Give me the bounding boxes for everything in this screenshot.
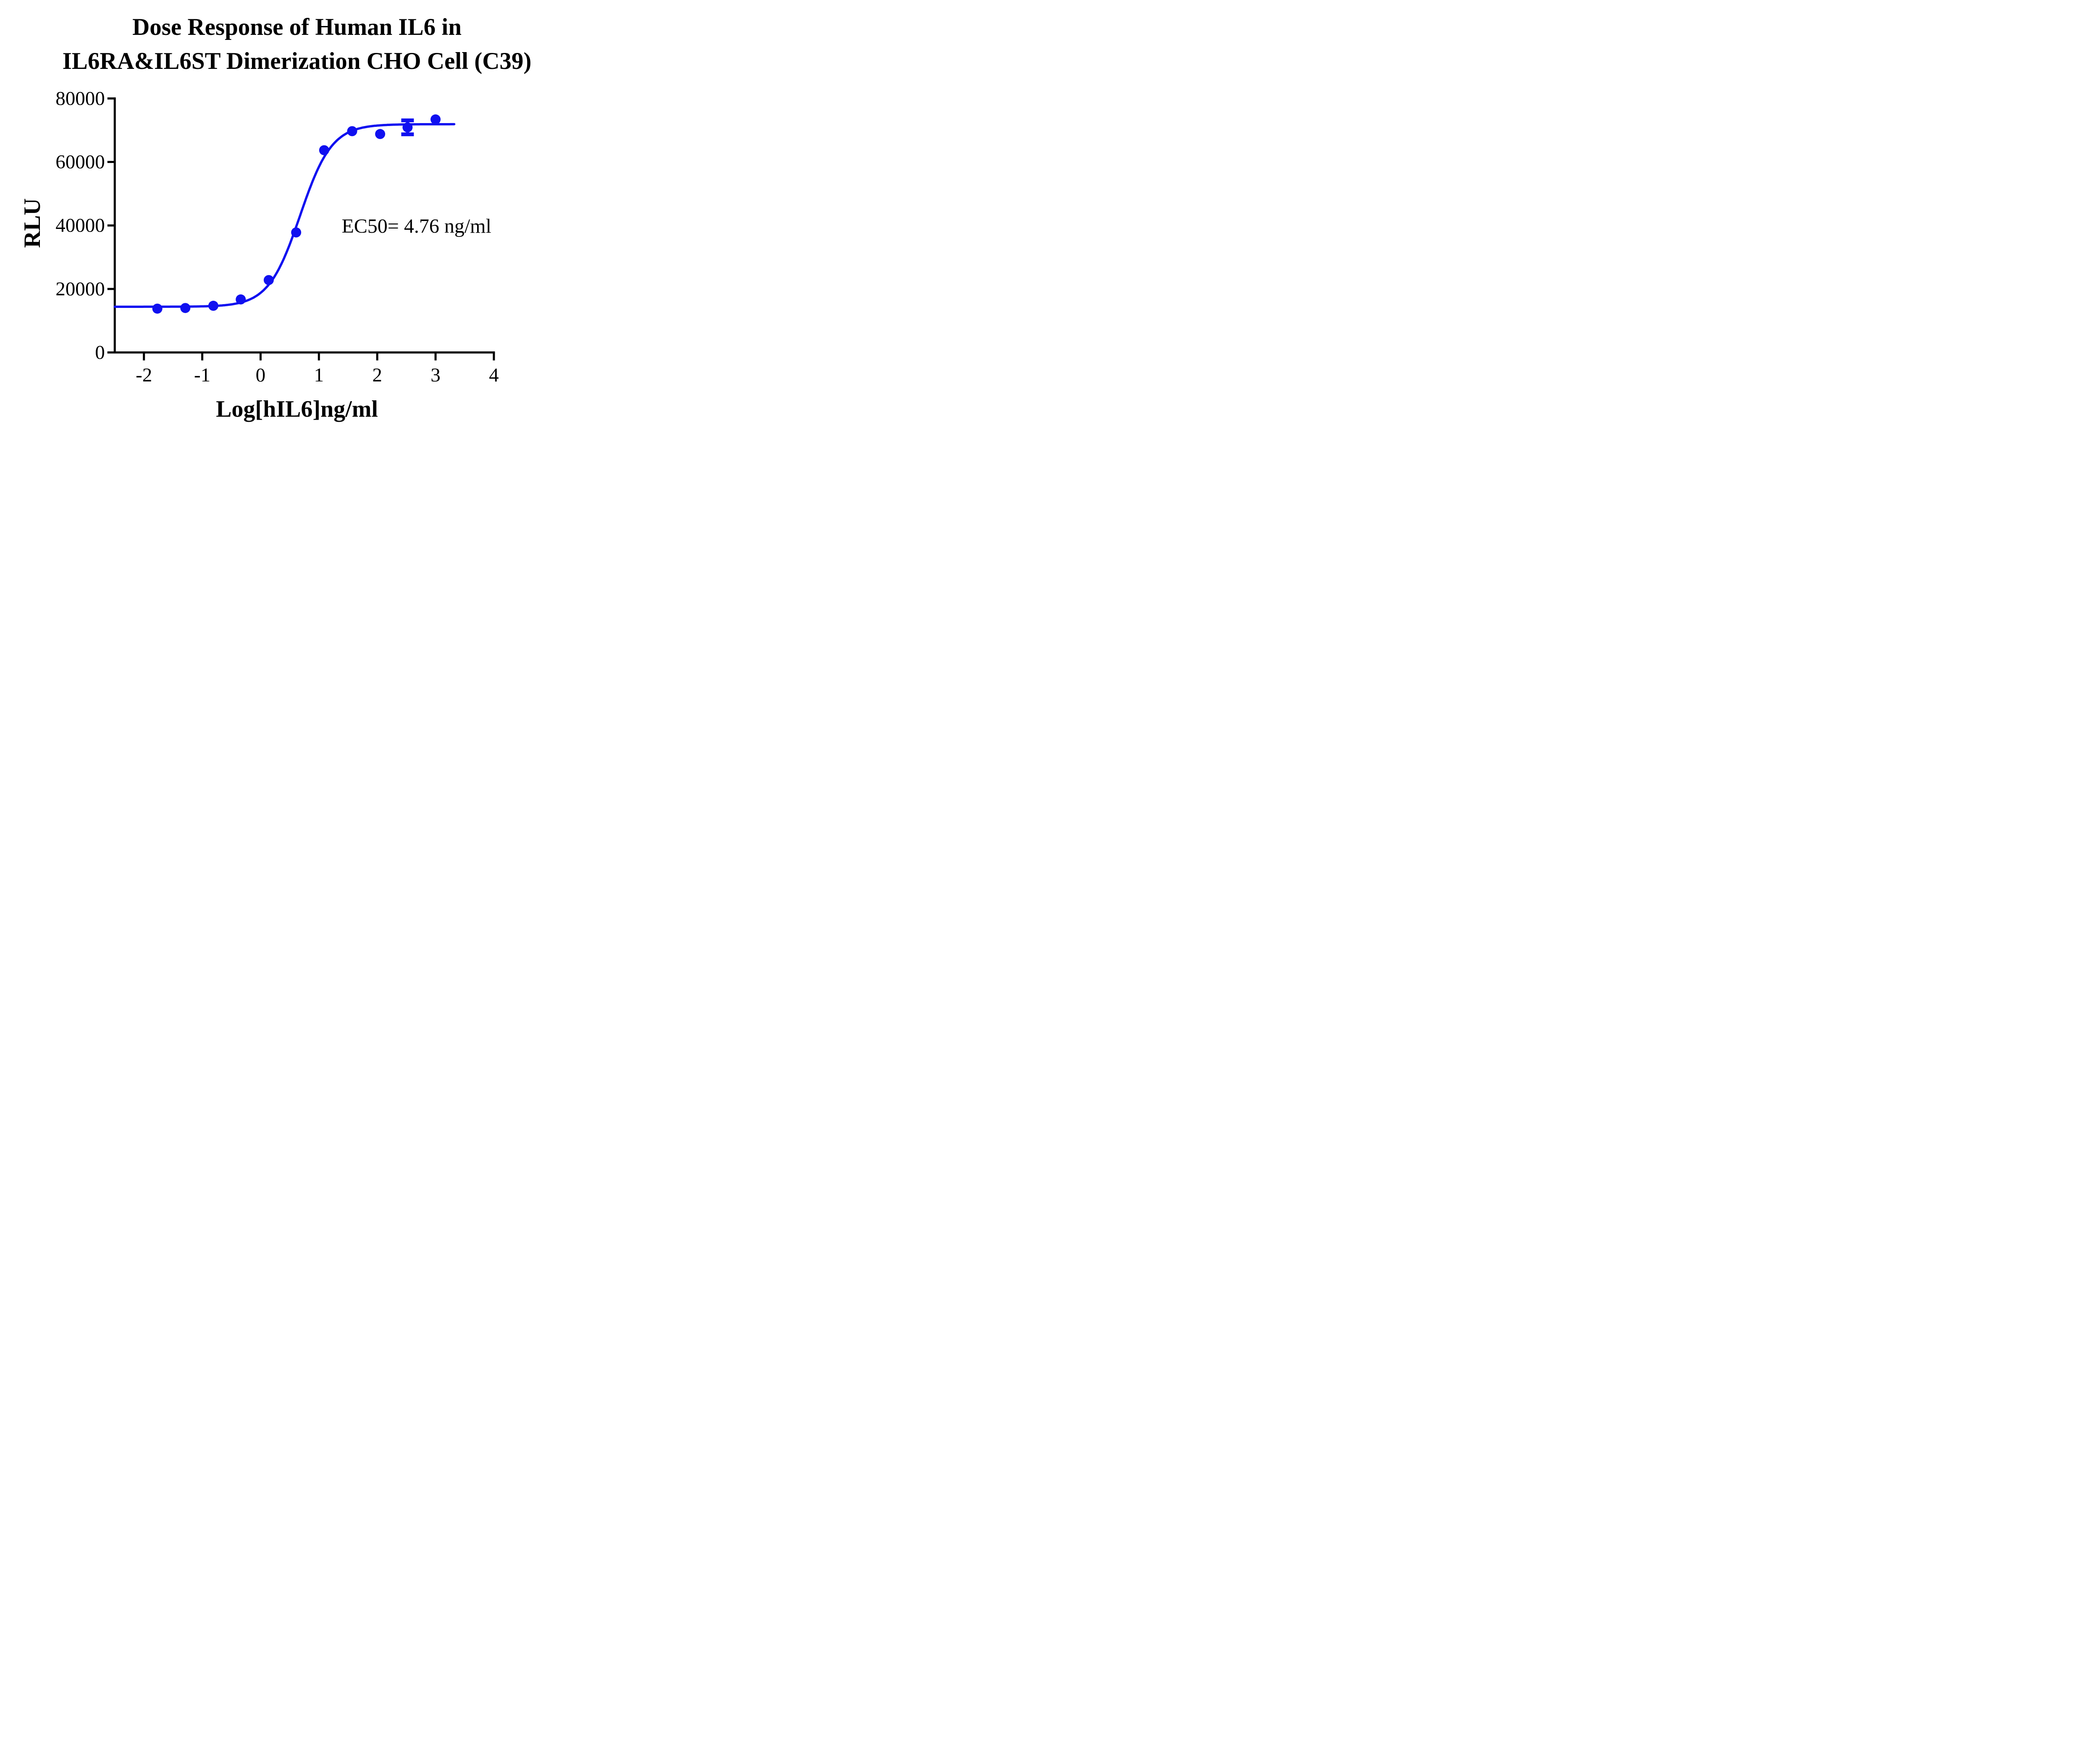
data-point <box>375 129 386 139</box>
y-tick-label: 40000 <box>55 215 105 237</box>
x-axis-label: Log[hIL6]ng/ml <box>216 396 378 422</box>
y-tick-label: 80000 <box>55 87 105 109</box>
x-tick-label: 3 <box>430 364 441 386</box>
fit-curve <box>113 123 456 308</box>
y-tick-label: 60000 <box>55 151 105 173</box>
data-point <box>291 227 302 238</box>
data-point <box>263 275 274 285</box>
data-point <box>208 300 218 311</box>
data-point <box>236 294 246 305</box>
ec50-annotation: EC50= 4.76 ng/ml <box>341 215 491 238</box>
chart-title-line1: Dose Response of Human IL6 in <box>132 14 462 40</box>
x-tick-label: 2 <box>372 364 382 386</box>
x-tick-label: 4 <box>489 364 499 386</box>
data-point <box>180 303 191 313</box>
x-tick-label: 1 <box>314 364 324 386</box>
data-point <box>347 126 357 137</box>
y-tick-label: 20000 <box>55 278 105 300</box>
data-point <box>402 122 413 133</box>
dose-response-figure: Dose Response of Human IL6 in IL6RA&IL6S… <box>0 0 560 436</box>
chart-title-line2: IL6RA&IL6ST Dimerization CHO Cell (C39) <box>62 48 532 74</box>
data-point <box>152 303 163 314</box>
x-tick-label: 0 <box>256 364 266 386</box>
y-tick-label: 0 <box>95 342 105 363</box>
x-tick-label: -2 <box>136 364 152 386</box>
plot-area: 0 20000 40000 60000 80000 -2 -1 0 1 2 3 4 <box>55 87 499 386</box>
data-point <box>319 145 329 155</box>
chart-title: Dose Response of Human IL6 in IL6RA&IL6S… <box>17 10 560 78</box>
x-tick-label: -1 <box>194 364 210 386</box>
data-point <box>430 114 441 125</box>
